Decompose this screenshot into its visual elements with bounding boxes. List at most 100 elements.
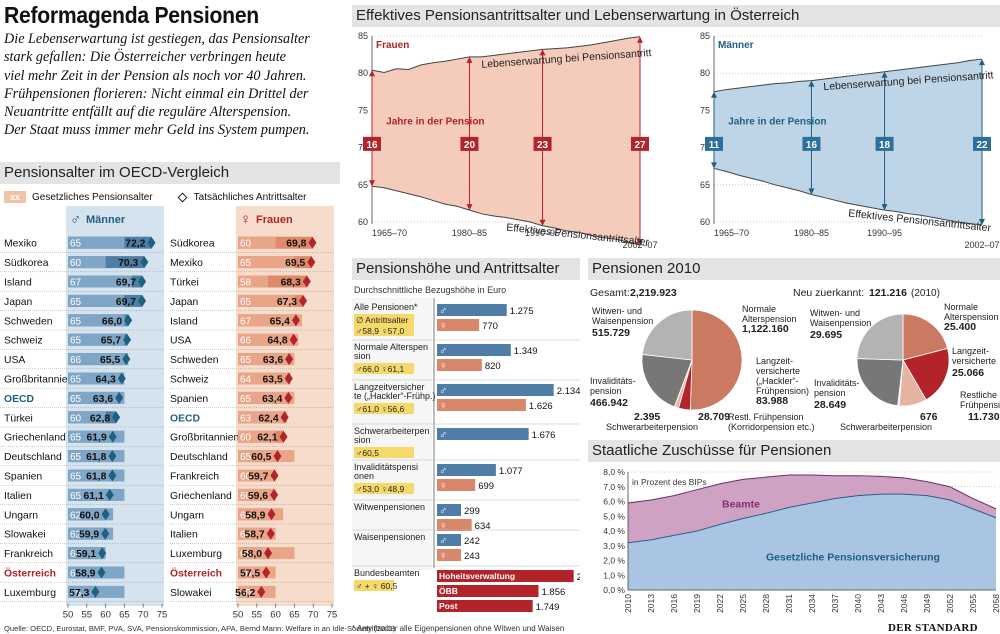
actual-diamond: [112, 411, 121, 424]
years-marker-label: 22: [976, 140, 988, 151]
country-label: Spanien: [4, 472, 42, 483]
statutory-bar: [68, 333, 125, 346]
p2010-chart: Gesamt: 2,219.923 Neu zuerkannt: 121.216 (20…: [590, 287, 1000, 432]
subsidy-title: Staatliche Zuschüsse für Pensionen: [592, 442, 832, 459]
mars-icon: ♂: [439, 465, 447, 477]
statutory-label: 65: [70, 452, 82, 463]
country-label: Italien: [170, 530, 198, 541]
x-tick-label: 2043: [876, 594, 886, 613]
y-tick-label: 65: [358, 180, 368, 190]
y-tick-label: 70: [700, 143, 710, 153]
actual-value-label: 61,8: [86, 472, 106, 483]
actual-value-label: 63,4: [262, 394, 282, 405]
male-value: 242: [464, 536, 480, 547]
statutory-label: 66: [240, 336, 252, 347]
statutory-bar: [238, 430, 276, 443]
pie-label: 11.730: [968, 411, 1000, 423]
subsidy-header-band: [588, 440, 1000, 462]
pie-label: Restliche: [960, 390, 997, 400]
age-badge-label: ♂66,0 ♀61,1: [356, 364, 404, 374]
age-badge-label: ♂ + ♀ 60,5: [356, 581, 398, 591]
pie-label: Frühpension): [756, 386, 809, 396]
statutory-label: 65: [70, 491, 82, 502]
life-header-band: [352, 5, 1000, 27]
years-marker: [875, 136, 894, 151]
statutory-label: 62: [70, 510, 82, 521]
arrowhead-down-icon: [711, 162, 717, 169]
actual-diamond: [108, 430, 117, 443]
statutory-label: 63: [240, 413, 252, 424]
new-year: (2010): [911, 288, 940, 299]
arrowhead-up-icon: [711, 91, 717, 98]
years-marker-label: 16: [366, 140, 378, 151]
life-chart: 60 65 70 75 80 85 Frauen 16 1965–70 20 1980–85 23 19…: [358, 31, 1000, 250]
male-bar: [437, 534, 461, 546]
statutory-bar: [68, 372, 125, 385]
actual-diamond: [307, 256, 316, 269]
y-tick-label: 8,0 %: [603, 467, 625, 477]
actual-value-label: 67,3: [277, 297, 297, 308]
diamond-icon: [177, 192, 188, 202]
pie-label: 676: [920, 411, 938, 423]
pie-label: Waisenpension: [592, 316, 653, 326]
group-name: Bundesbeamten: [354, 568, 420, 578]
x-tick-label: 2055: [968, 594, 978, 613]
intro-text: Die Lebenserwartung ist gestiegen, das P…: [4, 30, 344, 140]
statutory-label: 64: [240, 375, 252, 386]
statutory-bar: [68, 566, 125, 579]
male-value: 1.676: [532, 430, 556, 441]
x-tick-label: 2034: [807, 594, 817, 613]
oecd-header-band: [0, 162, 340, 184]
country-label: Griechenland: [170, 491, 232, 502]
statutory-bar: [238, 391, 295, 404]
beamte-bar-label: Hoheitsverwaltung: [439, 571, 515, 581]
venus-icon: ♀: [439, 480, 447, 492]
oecd-title: Pensionsalter im OECD-Vergleich: [4, 164, 230, 181]
actual-value-label: 64,3: [96, 375, 116, 386]
male-value: 1.275: [510, 306, 534, 317]
y-tick-label: 6,0 %: [603, 497, 625, 507]
group-name: Waisenpensionen: [354, 532, 425, 542]
male-value: 299: [464, 506, 480, 517]
arrowhead-up-icon: [466, 56, 473, 63]
axis-tick-label: 55: [82, 610, 93, 621]
actual-value-label: 58,9: [75, 569, 95, 580]
pie-label: pension: [590, 386, 622, 396]
male-value: 1.077: [499, 466, 523, 477]
actual-value-label: 59,9: [79, 530, 99, 541]
statutory-label: 60: [240, 491, 252, 502]
pie-label: 29.695: [810, 329, 842, 341]
x-tick-label: 2052: [945, 594, 955, 613]
group-name: Normale Alterspen: [354, 342, 428, 352]
female-bar: [437, 479, 476, 491]
x-tick-label: 2010: [623, 594, 633, 613]
actual-value-label: 57,3: [69, 588, 89, 599]
arrowhead-up-icon: [881, 71, 888, 78]
statutory-label: 66: [70, 355, 82, 366]
mars-icon: ♂: [439, 505, 447, 517]
country-label: Griechenland: [4, 433, 66, 444]
amount-subtitle: Durchschnittliche Bezugshöhe in Euro: [354, 285, 506, 295]
total-value: 2,219.923: [630, 287, 677, 299]
country-label: Frankreich: [170, 472, 219, 483]
years-label: Jahre in der Pension: [728, 117, 826, 128]
group-name: Invaliditätspensi: [354, 462, 418, 472]
mars-icon: ♂: [439, 305, 447, 317]
actual-diamond: [279, 430, 288, 443]
actual-value-label: 59,1: [76, 549, 96, 560]
intro-line: Der Staat muss immer mehr Geld ins Syste…: [4, 122, 310, 139]
years-marker: [363, 136, 381, 151]
years-marker-label: 11: [709, 140, 720, 151]
age-badge: [354, 580, 394, 591]
country-label: Ungarn: [4, 510, 38, 521]
actual-diamond: [108, 469, 117, 482]
country-label: Türkei: [4, 413, 33, 424]
statutory-label: 60: [240, 569, 252, 580]
legend-statutory-label: Gesetzliches Pensionsalter: [32, 191, 153, 203]
statutory-label: 60: [240, 472, 252, 483]
source-note: Quelle: OECD, Eurostat, BMF, PVA, SVA, P…: [4, 624, 396, 633]
actual-value-label: 69,5: [285, 258, 305, 269]
beamte-value: 1.856: [542, 587, 566, 598]
country-label: Deutschland: [170, 452, 228, 463]
age-badge-label: ∅ Antrittsalter: [356, 315, 408, 325]
